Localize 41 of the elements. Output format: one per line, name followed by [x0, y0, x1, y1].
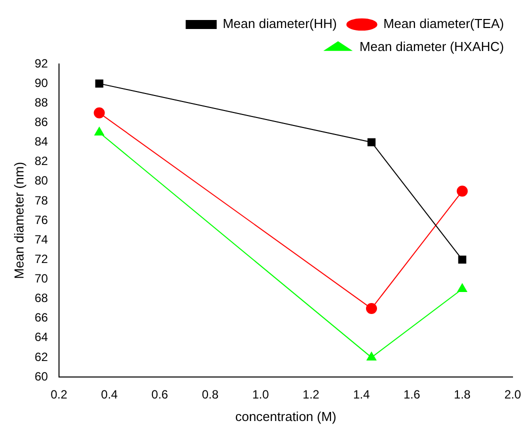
y-tick-label: 74: [34, 232, 48, 246]
y-tick-label: 92: [34, 56, 48, 70]
y-tick-label: 70: [34, 272, 48, 286]
y-tick-label: 66: [34, 310, 48, 325]
y-tick-label: 80: [34, 174, 48, 188]
x-tick-label: 1.6: [403, 388, 420, 402]
y-tick-label: 76: [34, 212, 48, 227]
point: [94, 107, 105, 118]
y-tick-label: 60: [34, 369, 48, 384]
x-tick-label: 0.6: [151, 388, 168, 402]
point: [95, 80, 104, 88]
y-tick-label: 82: [34, 154, 48, 168]
x-tick-label: 0.2: [50, 388, 68, 402]
x-tick-label: 2.0: [504, 388, 522, 402]
point: [456, 186, 468, 197]
y-axis-title: Mean diameter (nm): [11, 162, 26, 280]
legend-label: Mean diameter(TEA): [383, 16, 504, 32]
point: [366, 352, 376, 360]
x-tick-label: 1.0: [252, 388, 270, 402]
point: [367, 138, 376, 146]
point: [458, 256, 466, 264]
y-tick-label: 62: [34, 350, 48, 364]
legend-label: Mean diameter(HH): [222, 16, 337, 32]
x-tick-label: 0.4: [101, 388, 118, 402]
point: [457, 283, 468, 292]
y-tick-label: 90: [34, 76, 48, 90]
point: [94, 126, 104, 136]
y-tick-label: 68: [34, 291, 48, 306]
y-tick-label: 72: [34, 252, 48, 266]
point: [366, 303, 378, 314]
y-tick-label: 88: [34, 95, 48, 110]
x-tick-label: 1.4: [353, 388, 370, 402]
y-tick-label: 86: [34, 115, 48, 129]
legend-label: Mean diameter (HXAHC): [360, 39, 504, 54]
x-tick-label: 1.2: [302, 388, 320, 402]
y-tick-label: 78: [34, 193, 48, 208]
y-tick-label: 84: [34, 134, 48, 149]
x-tick-label: 0.8: [202, 388, 219, 402]
y-tick-label: 64: [34, 330, 48, 344]
x-tick-label: 1.8: [454, 388, 471, 402]
x-axis-title: concentration (M): [235, 408, 336, 424]
